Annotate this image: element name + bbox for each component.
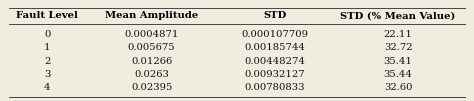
Text: 0.000107709: 0.000107709 xyxy=(241,30,309,39)
Text: 0.02395: 0.02395 xyxy=(131,83,173,92)
Text: STD (% Mean Value): STD (% Mean Value) xyxy=(340,11,456,20)
Text: 4: 4 xyxy=(44,83,51,92)
Text: Mean Amplitude: Mean Amplitude xyxy=(105,11,198,20)
Text: 0.00780833: 0.00780833 xyxy=(245,83,305,92)
Text: 35.44: 35.44 xyxy=(384,70,412,79)
Text: 0: 0 xyxy=(44,30,51,39)
Text: STD: STD xyxy=(263,11,287,20)
Text: 3: 3 xyxy=(44,70,51,79)
Text: 1: 1 xyxy=(44,43,51,53)
Text: 35.41: 35.41 xyxy=(384,57,412,66)
Text: 0.0263: 0.0263 xyxy=(134,70,169,79)
Text: 0.0004871: 0.0004871 xyxy=(125,30,179,39)
Text: 0.00448274: 0.00448274 xyxy=(245,57,305,66)
Text: 32.60: 32.60 xyxy=(384,83,412,92)
Text: 0.01266: 0.01266 xyxy=(131,57,173,66)
Text: Fault Level: Fault Level xyxy=(17,11,78,20)
Text: 2: 2 xyxy=(44,57,51,66)
Text: 32.72: 32.72 xyxy=(384,43,412,53)
Text: 0.005675: 0.005675 xyxy=(128,43,175,53)
Text: 0.00185744: 0.00185744 xyxy=(245,43,305,53)
Text: 22.11: 22.11 xyxy=(384,30,412,39)
Text: 0.00932127: 0.00932127 xyxy=(245,70,305,79)
